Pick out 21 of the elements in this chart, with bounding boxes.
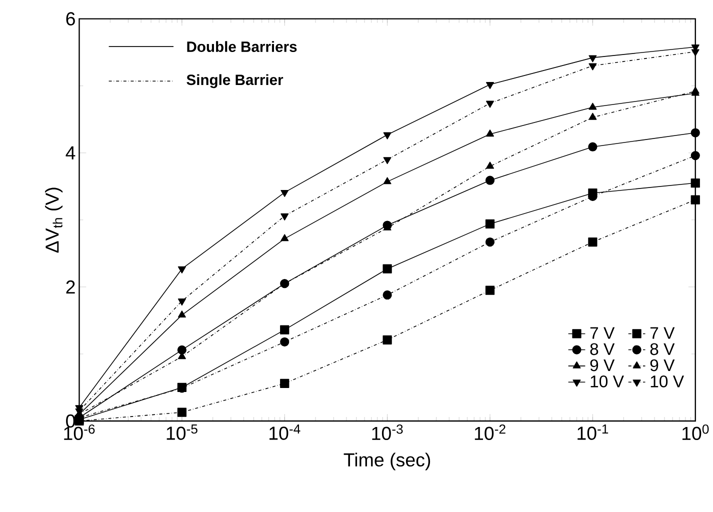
legend-label: 7 V — [590, 327, 615, 339]
x-tick-label: 10$^{-3}$ — [372, 424, 403, 440]
y-axis-title: ΔV$_{th}$ (V) — [45, 188, 63, 253]
legend-label: 10 V — [590, 375, 624, 388]
y-tick-label: 2 — [66, 280, 75, 294]
legend-label: 8 V — [650, 343, 675, 356]
x-tick-label: 10$^{-1}$ — [578, 424, 608, 440]
x-tick-label: 10$^{-2}$ — [474, 424, 506, 440]
legend-label: 10 V — [650, 375, 684, 388]
y-tick-label: 4 — [66, 146, 76, 160]
y-tick-label: 6 — [66, 12, 75, 26]
x-tick-label: 10$^{-5}$ — [166, 424, 198, 440]
legend-label: 9 V — [650, 359, 675, 372]
x-axis-title: Time (sec) — [344, 452, 430, 470]
x-tick-label: 10$^{0}$ — [682, 424, 709, 440]
annotation: Single Barrier — [186, 74, 284, 88]
annotation: Double Barriers — [187, 41, 297, 52]
legend-label: 8 V — [590, 343, 615, 356]
legend-label: 7 V — [650, 327, 675, 339]
legend-label: 9 V — [590, 359, 615, 372]
x-tick-label: 10$^{-4}$ — [270, 424, 300, 440]
